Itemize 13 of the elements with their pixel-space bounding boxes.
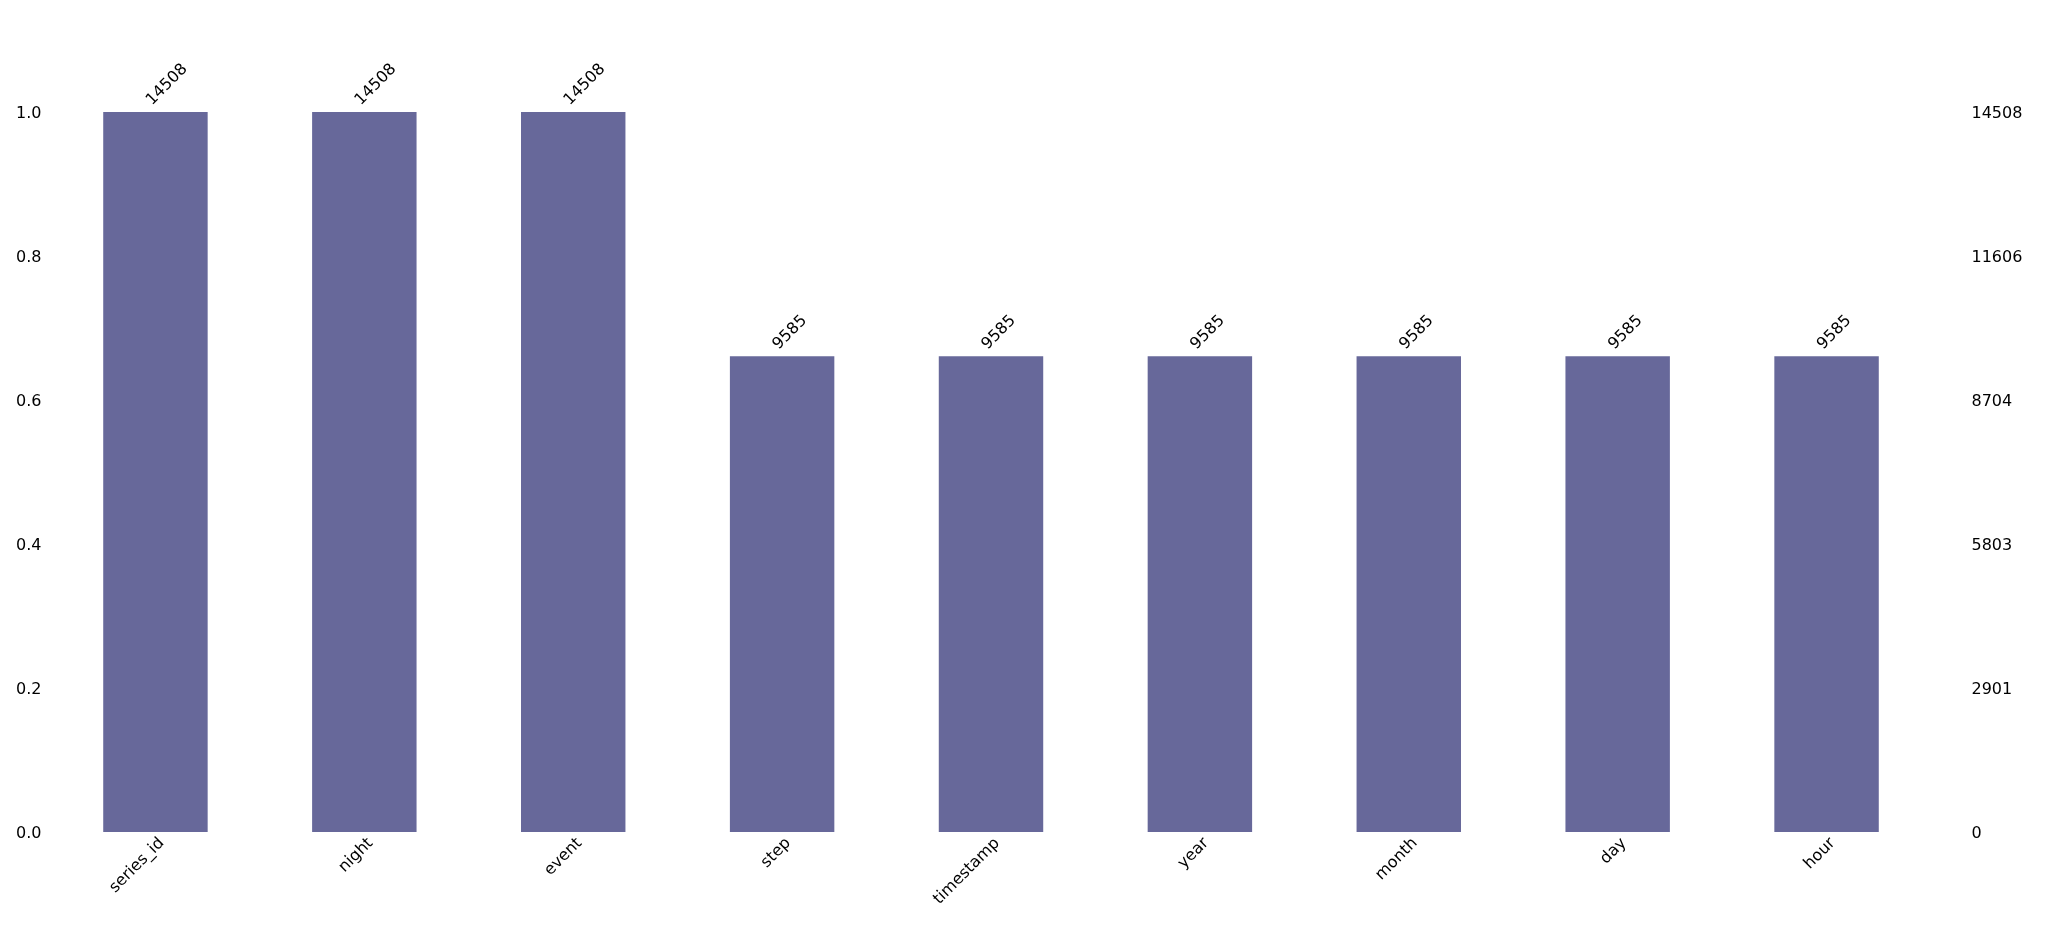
y-tick-label: 0.6 xyxy=(16,390,42,410)
y2-tick-label: 0 xyxy=(1971,822,1982,842)
y-tick-label: 0.4 xyxy=(16,534,42,554)
y-tick-label: 1.0 xyxy=(16,102,42,122)
y-tick-label: 0.2 xyxy=(16,678,42,698)
y-tick-label: 0.8 xyxy=(16,246,42,266)
y2-tick-label: 8704 xyxy=(1971,390,2013,410)
y2-tick-label: 5803 xyxy=(1971,534,2013,554)
y2-tick-label: 11606 xyxy=(1971,246,2023,266)
y-tick-label: 0.0 xyxy=(16,822,42,842)
x-tick-label: day xyxy=(1595,833,1630,868)
y2-tick-label: 2901 xyxy=(1971,678,2013,698)
y2-tick-label: 14508 xyxy=(1971,102,2023,122)
